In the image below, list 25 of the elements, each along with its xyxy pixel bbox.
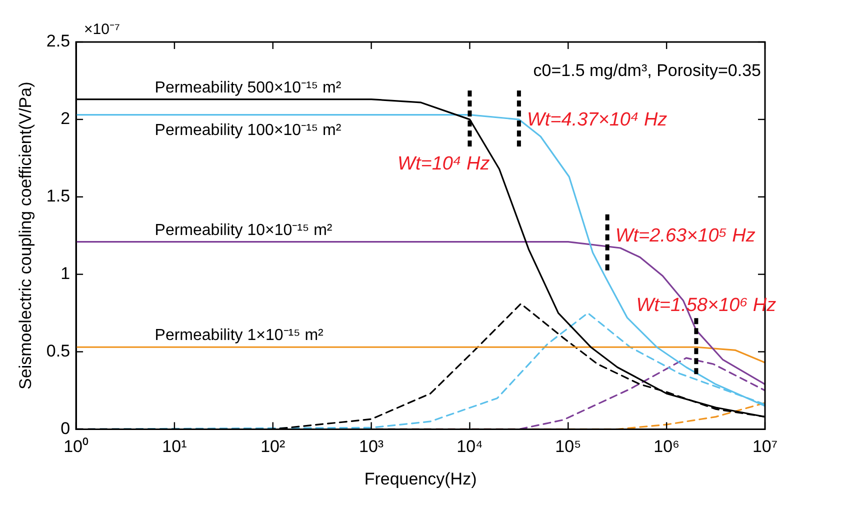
x-tick-label: 10²: [260, 437, 286, 456]
series-label: Permeability 1×10⁻¹⁵ m²: [154, 327, 324, 344]
x-tick-label: 10⁴: [456, 437, 483, 456]
x-tick-label: 10⁷: [752, 437, 778, 456]
annotation: Wt=10⁴ Hz: [398, 153, 490, 174]
x-tick-label: 10⁶: [654, 437, 680, 456]
x-tick-label: 10¹: [162, 437, 188, 456]
y-tick-label: 1: [60, 264, 70, 284]
series-label: Permeability 100×10⁻¹⁵ m²: [154, 122, 342, 139]
annotation: c0=1.5 mg/dm³, Porosity=0.35: [533, 61, 761, 80]
y-tick-label: 2.5: [46, 32, 70, 51]
y-tick-label: 2: [60, 109, 70, 128]
y-tick-label: 0.5: [46, 341, 70, 360]
y-tick-label: 0: [60, 418, 70, 438]
annotation: Wt=4.37×10⁴ Hz: [526, 109, 668, 130]
annotation: Wt=2.63×10⁵ Hz: [615, 225, 756, 246]
series-label: Permeability 10×10⁻¹⁵ m²: [154, 222, 333, 239]
x-tick-label: 10⁵: [555, 437, 582, 456]
x-tick-label: 10⁰: [64, 437, 88, 456]
x-axis-title: Frequency(Hz): [364, 469, 477, 488]
y-axis-title: Seismoelectric coupling coefficient(V/Pa): [16, 82, 35, 390]
series-label: Permeability 500×10⁻¹⁵ m²: [154, 79, 342, 96]
y-tick-label: 1.5: [46, 186, 70, 206]
x-tick-label: 10³: [359, 437, 384, 456]
text: ×10⁻⁷: [84, 21, 120, 38]
